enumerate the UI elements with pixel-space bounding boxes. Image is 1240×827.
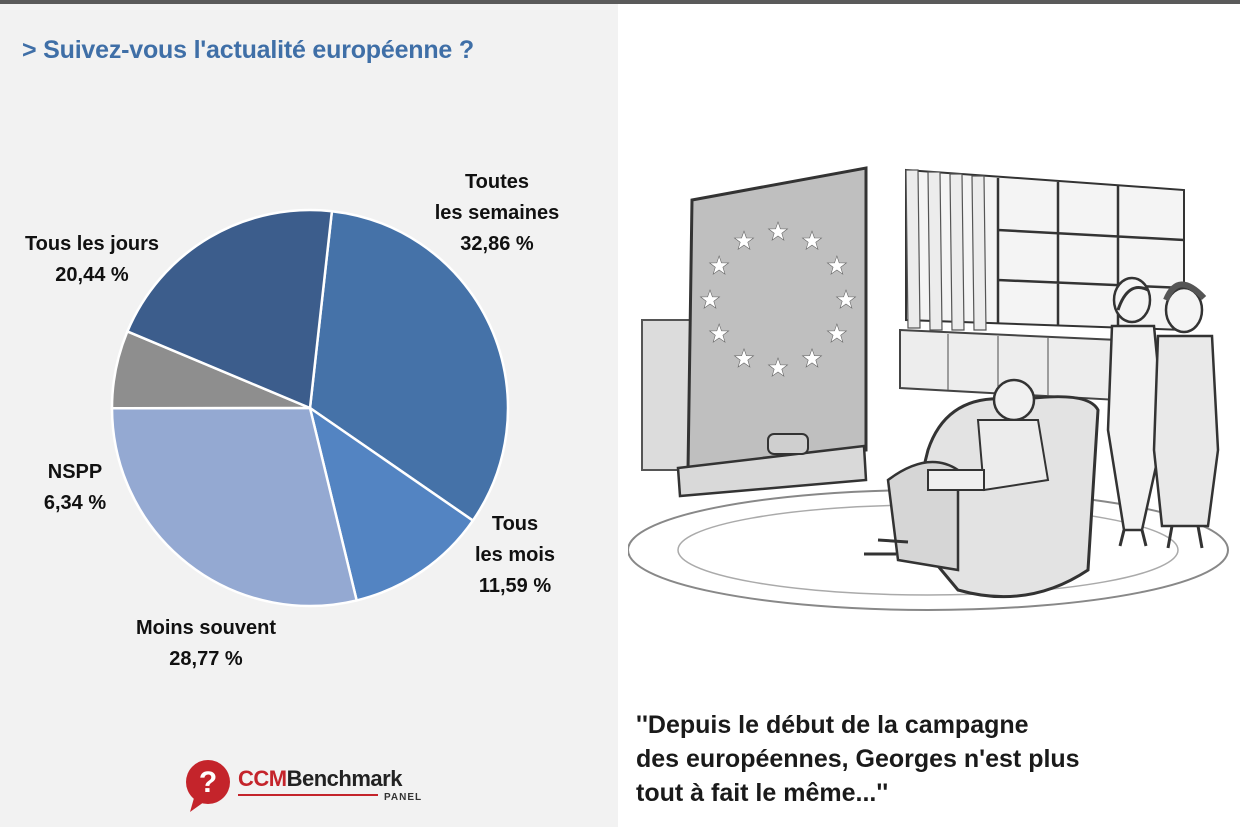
ccm-benchmark-logo: ? CCMBenchmark PANEL: [184, 758, 434, 814]
tv-screen: [686, 166, 868, 472]
top-border: [0, 0, 1240, 4]
eu-star: [835, 289, 857, 309]
pie-chart: Toutes les semaines 32,86 % Tous les mois 11,…: [25, 171, 560, 670]
cartoon-illustration: [628, 166, 1229, 611]
slice-value-label: 32,86 %: [460, 233, 534, 255]
eu-star: [708, 323, 730, 343]
caption-line-3: tout à fait le même...'': [636, 779, 889, 807]
slice-value-label: 20,44 %: [55, 264, 129, 286]
slice-value-label: 28,77 %: [169, 648, 243, 670]
eu-star: [826, 323, 848, 343]
eu-star: [801, 347, 823, 368]
woman-1-head: [1112, 276, 1152, 324]
logo-underline: [238, 794, 378, 796]
caption-line-1: ''Depuis le début de la campagne: [636, 711, 1029, 739]
slice-category-label: Moins souvent: [136, 617, 276, 639]
pie-slice: [110, 406, 359, 608]
chart-title: > Suivez-vous l'actualité européenne ?: [22, 36, 474, 64]
logo-question-icon: ?: [186, 760, 230, 812]
slice-category-label: NSPP: [48, 461, 102, 483]
slice-category-label: les mois: [475, 544, 555, 566]
slice-category-label: Tous les jours: [25, 233, 159, 255]
slice-category-label: les semaines: [435, 202, 560, 224]
pie-slice: [125, 208, 334, 410]
slice-value-label: 6,34 %: [44, 492, 106, 514]
eu-stars: [699, 221, 857, 377]
eu-star: [733, 347, 755, 368]
eu-star: [733, 230, 755, 250]
logo-wordmark: CCMBenchmark: [238, 766, 402, 791]
eu-star: [801, 230, 823, 250]
logo-panel-label: PANEL: [384, 792, 423, 803]
slice-category-label: Tous: [492, 513, 538, 535]
caption-line-2: des européennes, Georges n'est plus: [636, 745, 1080, 773]
pie-slice: [308, 209, 510, 523]
eu-star: [699, 289, 721, 309]
man-head: [992, 378, 1036, 422]
eu-star: [767, 221, 789, 241]
eu-star: [826, 255, 848, 275]
svg-text:?: ?: [199, 766, 217, 799]
eu-star: [767, 357, 789, 377]
cartoon-caption: ''Depuis le début de la campagne des euro…: [636, 708, 1236, 810]
eu-star: [708, 255, 730, 275]
woman-2-head: [1164, 286, 1204, 334]
pie-slice: [308, 405, 475, 602]
slice-category-label: Toutes: [465, 171, 529, 193]
slice-value-label: 11,59 %: [479, 575, 552, 597]
